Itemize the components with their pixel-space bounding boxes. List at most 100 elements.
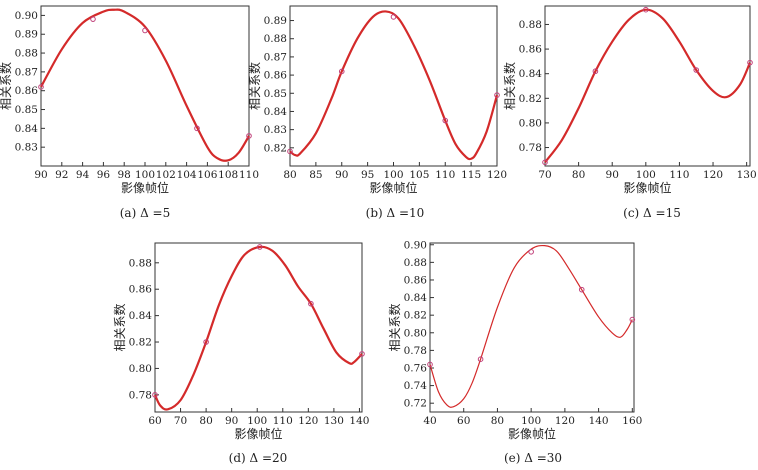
y-tick-label: 0.87: [15, 66, 38, 78]
x-tick-label: 94: [76, 169, 90, 181]
x-axis-label: 影像帧位: [508, 426, 556, 441]
chart-0: 90 92 94 96 98 100 102 104 106 108 110 0.83 0.84 0.85…: [0, 5, 259, 220]
y-tick-label: 0.83: [15, 142, 38, 154]
subfigure-caption: (c) Δ =15: [623, 206, 681, 220]
y-tick-label: 0.86: [519, 44, 543, 56]
x-tick-label: 130: [324, 415, 344, 427]
y-tick-label: 0.90: [15, 10, 38, 22]
fitted-curve: [289, 10, 499, 161]
x-tick-label: 95: [361, 169, 374, 181]
data-point: [578, 286, 585, 293]
x-tick-label: 70: [174, 415, 187, 427]
x-tick-label: 100: [521, 415, 541, 427]
plot-frame: [429, 242, 635, 413]
y-tick-label: 0.80: [129, 363, 152, 375]
x-tick-label: 130: [737, 169, 757, 181]
x-tick-label: 115: [461, 169, 481, 181]
x-tick-label: 80: [572, 169, 585, 181]
y-tick-label: 0.82: [404, 310, 427, 322]
y-tick-label: 0.88: [404, 257, 427, 269]
data-point: [308, 300, 314, 307]
y-axis-label: 相关系数: [387, 303, 402, 351]
x-tick-label: 100: [135, 169, 155, 181]
y-tick-label: 0.84: [15, 123, 39, 135]
data-point: [390, 14, 397, 20]
fitted-curve: [153, 245, 363, 411]
plot-frame: [289, 5, 498, 167]
x-tick-label: 120: [703, 169, 723, 181]
y-tick-label: 0.74: [404, 380, 428, 392]
x-tick-label: 110: [239, 169, 259, 181]
y-tick-label: 0.84: [404, 292, 428, 304]
x-tick-label: 90: [225, 415, 238, 427]
data-point: [338, 68, 345, 75]
fitted-curve: [544, 8, 752, 163]
plot-frame: [544, 5, 751, 167]
subfigure-caption: (e) Δ =30: [504, 451, 562, 465]
y-tick-label: 0.85: [15, 104, 38, 116]
chart-3: 60 70 80 90 100 110 120 130 140 0.78 0.80 0.82 0.84 0…: [112, 242, 369, 465]
y-tick-label: 0.78: [129, 389, 152, 401]
x-tick-label: 80: [283, 169, 296, 181]
x-tick-label: 40: [423, 415, 436, 427]
y-tick-label: 0.84: [519, 68, 543, 80]
x-tick-label: 60: [148, 415, 161, 427]
y-tick-label: 0.88: [264, 33, 287, 45]
x-axis-label: 影像帧位: [234, 426, 282, 441]
y-tick-label: 0.80: [519, 117, 542, 129]
y-axis-label: 相关系数: [247, 62, 262, 110]
x-tick-label: 100: [383, 169, 403, 181]
x-tick-label: 96: [97, 169, 111, 181]
x-tick-label: 85: [309, 169, 322, 181]
x-tick-label: 100: [247, 415, 267, 427]
x-tick-label: 104: [177, 169, 197, 181]
subfigure-caption: (a) Δ =5: [120, 206, 171, 220]
data-point: [246, 133, 252, 139]
x-tick-label: 110: [435, 169, 455, 181]
y-tick-label: 0.82: [264, 142, 287, 154]
x-tick-label: 70: [538, 169, 551, 181]
y-axis-label: 相关系数: [0, 62, 13, 110]
y-tick-label: 0.88: [15, 48, 38, 60]
data-point: [643, 6, 649, 13]
x-tick-label: 108: [218, 169, 238, 181]
data-point: [477, 356, 484, 362]
data-point: [693, 67, 700, 73]
y-tick-label: 0.82: [519, 93, 542, 105]
data-point: [442, 117, 449, 124]
data-point: [194, 125, 200, 132]
y-tick-label: 0.86: [404, 274, 428, 286]
x-tick-label: 110: [273, 415, 293, 427]
data-point: [592, 68, 599, 75]
x-tick-label: 105: [409, 169, 429, 181]
y-tick-label: 0.90: [404, 239, 427, 251]
y-tick-label: 0.86: [129, 284, 153, 296]
y-tick-label: 0.87: [264, 51, 287, 63]
x-tick-label: 106: [197, 169, 217, 181]
y-tick-label: 0.78: [519, 142, 542, 154]
data-point: [142, 27, 148, 34]
chart-4: 40 60 80 100 120 140 160 0.72 0.74 0.76 0.78 0.80 0.…: [387, 239, 642, 465]
y-tick-label: 0.88: [129, 257, 152, 269]
chart-2: 70 80 90 100 110 120 130 0.78 0.80 0.82 0.84 0.86 0.…: [502, 5, 757, 220]
x-tick-label: 92: [55, 169, 68, 181]
subfigure-caption: (d) Δ =20: [229, 451, 288, 465]
y-tick-label: 0.85: [264, 88, 287, 100]
y-tick-label: 0.84: [264, 106, 288, 118]
x-axis-label: 影像帧位: [623, 180, 671, 195]
x-tick-label: 110: [669, 169, 689, 181]
y-tick-label: 0.89: [15, 29, 38, 41]
fitted-curve: [40, 8, 250, 162]
data-point: [359, 351, 365, 357]
data-point: [629, 316, 636, 323]
x-tick-label: 120: [555, 415, 575, 427]
y-tick-label: 0.76: [404, 362, 428, 374]
x-tick-label: 120: [487, 169, 507, 181]
x-tick-label: 90: [34, 169, 47, 181]
x-tick-label: 160: [622, 415, 642, 427]
x-tick-label: 90: [335, 169, 348, 181]
y-tick-label: 0.86: [15, 85, 39, 97]
y-tick-label: 0.83: [264, 124, 287, 136]
x-tick-label: 140: [589, 415, 609, 427]
x-tick-label: 80: [199, 415, 212, 427]
